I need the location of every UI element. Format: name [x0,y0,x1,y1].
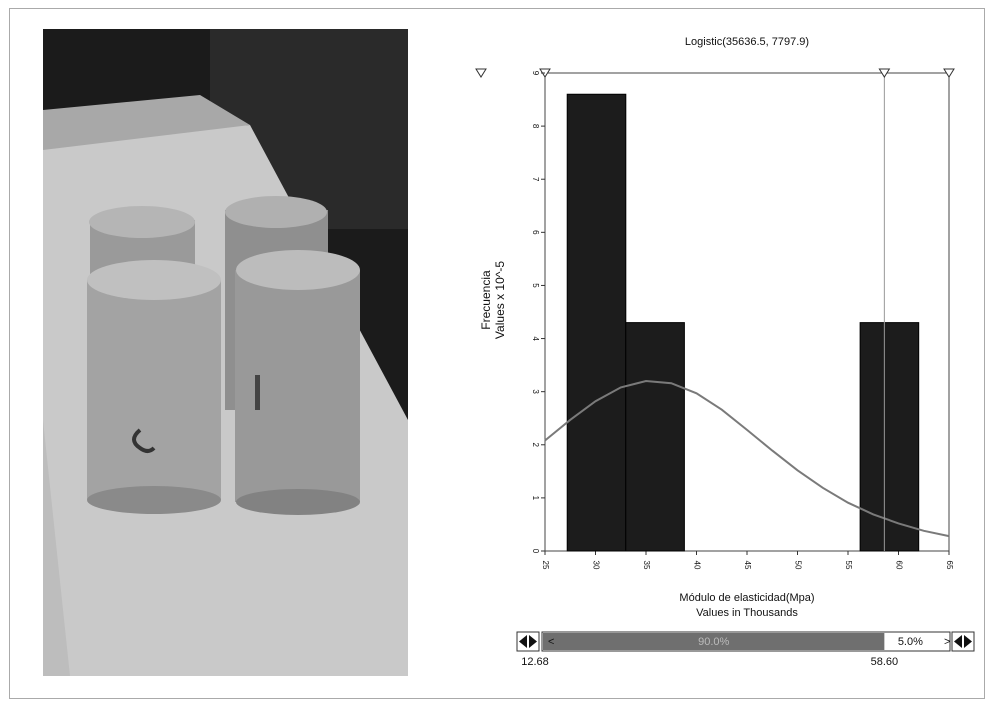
arrow-icon [954,635,962,648]
y-axis-label: Frecuencia [479,270,493,330]
slider-fill [543,633,885,650]
y-tick-label: 7 [531,177,540,182]
right-arrow: > [944,636,950,648]
y-tick-label: 8 [531,124,540,129]
range-marker [943,68,955,78]
x-tick-label: 50 [793,561,802,570]
arrow-icon [964,635,972,648]
arrow-icon [529,635,537,648]
y-tick-label: 2 [531,443,540,448]
x-tick-label: 65 [945,561,954,570]
chart-title: Logistic(35636.5, 7797.9) [685,36,809,48]
x-tick-label: 55 [844,561,853,570]
slider-left-arrow: < [548,636,554,648]
photo [43,29,408,676]
y-axis-label: Values x 10^-5 [493,261,507,339]
bar [859,322,920,552]
right-delimiter-button[interactable] [951,631,975,652]
off-scale-marker [475,68,487,78]
percent-label: 90.0% [698,636,729,648]
y-tick-label: 5 [531,283,540,288]
x-tick-label: 40 [692,561,701,570]
bar [625,322,685,552]
delimiter-marker [878,68,891,78]
x-axis-label: Values in Thousands [696,607,798,619]
x-tick-label: 25 [541,561,550,570]
fit-curve [544,379,950,538]
y-tick-label: 9 [531,71,540,76]
x-tick-label: 35 [642,561,651,570]
arrow-icon [519,635,527,648]
percent-label: 5.0% [898,636,923,648]
x-axis-label: Módulo de elasticidad(Mpa) [679,592,814,604]
x-tick-label: 30 [591,561,600,570]
x-tick-label: 60 [894,561,903,570]
y-tick-label: 6 [531,230,540,235]
y-tick-label: 1 [531,496,540,501]
right-delimiter-value: 58.60 [871,656,899,668]
y-tick-label: 3 [531,389,540,394]
y-tick-label: 0 [531,549,540,554]
bar [566,93,627,552]
left-delimiter-value: 12.68 [521,656,549,668]
left-delimiter-button[interactable] [516,631,540,652]
y-tick-label: 4 [531,336,540,341]
x-tick-label: 45 [743,561,752,570]
